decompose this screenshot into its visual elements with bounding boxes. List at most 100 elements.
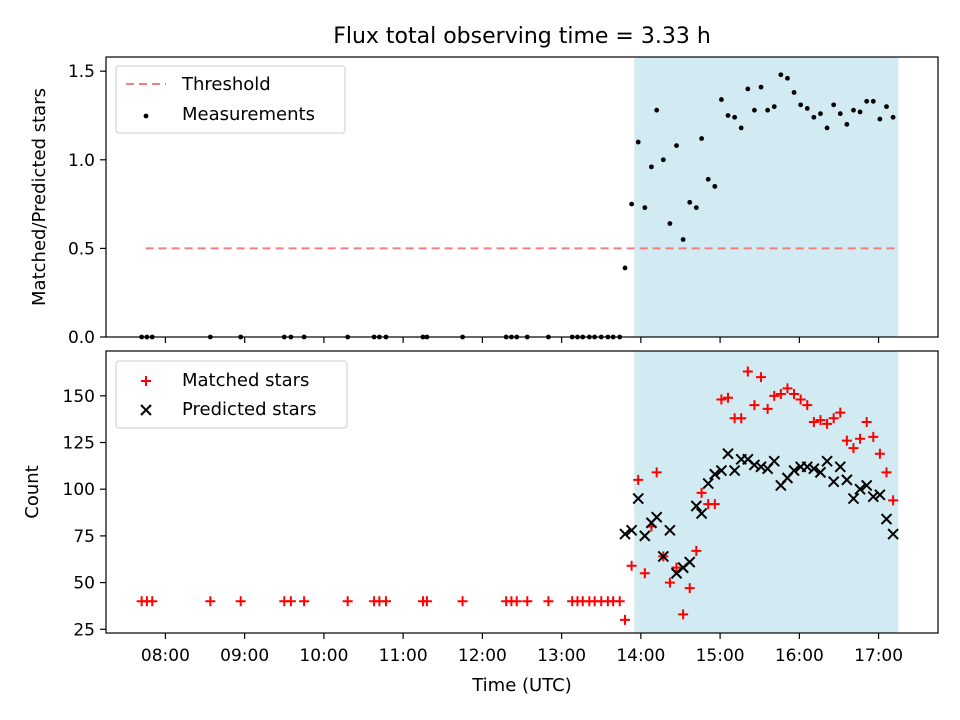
predicted-stars-point (880, 513, 893, 525)
matched-stars-point (522, 596, 533, 607)
matched-stars-point (684, 583, 695, 594)
measurement-point (864, 98, 870, 104)
predicted-stars-point (639, 530, 651, 542)
highlight-span (634, 57, 899, 337)
measurement-point (778, 72, 784, 78)
measurement-point (725, 113, 731, 118)
x-tick-label: 16:00 (775, 646, 824, 666)
measurement-point (642, 205, 648, 211)
bottom-x-axis: 08:00 09:00 10:00 11:00 12:00 13:00 14:00 15:00… (141, 633, 903, 666)
matched-stars-point (678, 609, 689, 620)
legend-measurements-label: Measurements (182, 104, 315, 125)
matched-stars-point (802, 400, 813, 411)
measurement-point (629, 201, 635, 207)
measurement-point (712, 183, 718, 189)
predicted-stars-point (722, 448, 734, 460)
bottom-points (136, 366, 899, 625)
matched-stars-point (782, 383, 793, 394)
predicted-stars-point (821, 455, 833, 467)
chart-title: Flux total observing time = 3.33 h (333, 24, 711, 49)
predicted-stars-point (755, 461, 767, 473)
measurement-point (890, 114, 896, 120)
measurement-point (752, 107, 757, 113)
predicted-stars-point (808, 462, 820, 475)
predicted-stars-point (684, 556, 696, 568)
bottom-y-axis-label: Count (22, 465, 43, 518)
matched-stars-point (874, 448, 885, 459)
predicted-stars-point (695, 507, 708, 520)
measurement-point (732, 114, 738, 120)
predicted-stars-point (619, 528, 631, 540)
matched-stars-point (664, 577, 675, 588)
predicted-stars-point (834, 461, 846, 473)
legend-threshold-label: Threshold (181, 74, 271, 95)
predicted-stars-point (814, 466, 827, 479)
legend-frame (115, 65, 346, 134)
bottom-y-axis: 25 50 75 100 125 150 (63, 387, 106, 640)
measurement-point (857, 109, 863, 115)
measurement-point (635, 139, 641, 145)
legend-measurements-swatch (143, 113, 149, 119)
matched-stars-point (639, 568, 650, 579)
measurement-point (811, 114, 817, 120)
predicted-stars-point (887, 528, 899, 540)
measurement-point (785, 75, 790, 81)
top-plot-frame (105, 56, 939, 338)
measurement-point (818, 111, 823, 117)
measurement-point (693, 205, 699, 211)
predicted-stars-point (847, 492, 860, 505)
measurement-point (667, 221, 673, 226)
matched-stars-point (633, 474, 644, 485)
legend-matched-label: Matched stars (182, 370, 309, 391)
y-tick-label: 100 (63, 480, 95, 500)
y-tick-label: 1.0 (68, 151, 95, 171)
measurement-point (804, 105, 810, 111)
measurement-point (758, 84, 764, 90)
measurement-point (877, 116, 883, 122)
matched-stars-point (691, 545, 702, 556)
matched-stars-point (614, 596, 625, 607)
matched-stars-point (756, 372, 767, 383)
top-legend: Threshold Measurements (115, 65, 346, 134)
legend-frame (115, 360, 348, 429)
measurement-point (738, 125, 744, 131)
matched-stars-point (822, 418, 833, 429)
measurement-point (719, 97, 724, 102)
measurement-point (791, 90, 797, 95)
x-tick-label: 13:00 (537, 646, 586, 666)
matched-stars-point (861, 416, 872, 427)
matched-stars-point (789, 388, 800, 399)
measurement-point (705, 176, 711, 182)
matched-stars-point (299, 596, 310, 607)
measurement-point (798, 102, 804, 108)
measurement-point (851, 107, 856, 113)
matched-stars-point (380, 596, 391, 607)
matched-stars-point (828, 413, 839, 424)
measurement-point (674, 143, 679, 149)
bottom-highlight-span (634, 351, 899, 633)
predicted-stars-point (768, 455, 780, 467)
predicted-stars-point (874, 489, 886, 501)
matched-stars-point (795, 394, 806, 405)
matched-stars-point (342, 596, 353, 607)
measurement-point (771, 104, 777, 110)
matched-stars-point (696, 487, 707, 498)
matched-stars-point (881, 467, 892, 478)
matched-stars-point (620, 614, 631, 625)
y-tick-label: 150 (63, 387, 95, 407)
matched-stars-point (457, 596, 468, 607)
predicted-stars-point (625, 524, 638, 536)
measurement-point (884, 104, 889, 110)
x-tick-label: 11:00 (379, 646, 428, 666)
x-tick-label: 17:00 (854, 646, 903, 666)
measurement-point (837, 111, 843, 117)
matched-stars-point (626, 560, 637, 571)
predicted-stars-point (728, 464, 741, 477)
bottom-plot-frame (105, 350, 939, 634)
matched-stars-point (841, 435, 852, 446)
predicted-stars-point (788, 464, 800, 477)
top-y-axis-label: Matched/Predicted stars (29, 88, 50, 306)
predicted-stars-point (867, 490, 879, 503)
predicted-stars-point (632, 492, 644, 505)
